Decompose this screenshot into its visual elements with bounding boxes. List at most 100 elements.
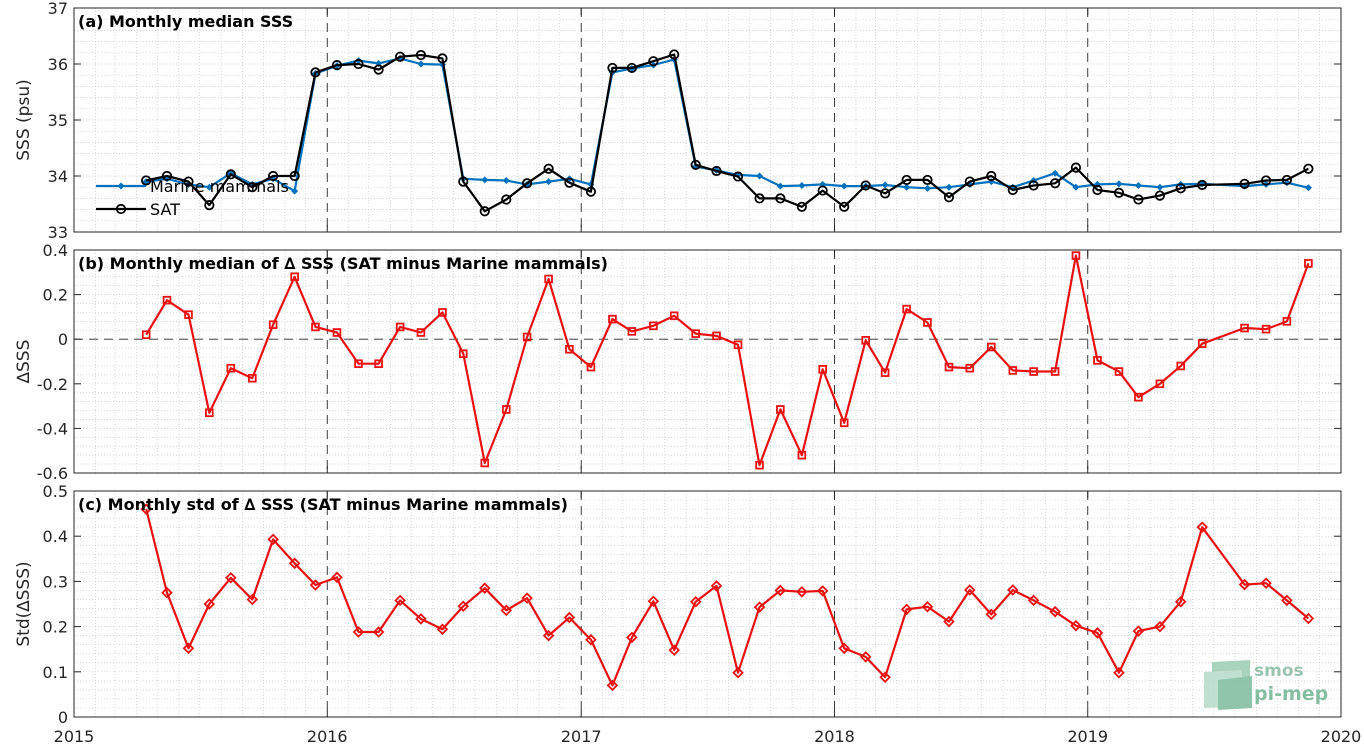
logo-text-pi-mep: pi-mep: [1254, 683, 1328, 705]
data-point: [607, 62, 618, 74]
data-point: [900, 603, 913, 616]
series-line: [145, 53, 1309, 213]
data-point: [436, 623, 449, 636]
data-point: [205, 408, 214, 418]
data-point: [183, 176, 194, 187]
logo-text-smos: smos: [1254, 661, 1304, 681]
data-point: [838, 642, 850, 655]
data-point: [586, 362, 596, 372]
data-point: [502, 176, 510, 184]
data-point: [1134, 392, 1143, 402]
plot-area: [74, 250, 1341, 473]
legend-marker: [115, 203, 127, 215]
data-point: [860, 180, 871, 191]
data-point: [457, 600, 470, 613]
data-point: [458, 176, 469, 187]
data-point: [481, 176, 489, 184]
data-point: [1304, 259, 1313, 268]
data-point: [458, 349, 468, 358]
data-point: [522, 332, 532, 342]
data-point: [226, 363, 236, 373]
data-point: [711, 165, 722, 177]
data-point: [1071, 251, 1081, 260]
data-point: [289, 170, 300, 182]
legend-label: SAT: [150, 200, 180, 219]
data-point: [141, 175, 152, 186]
data-point: [1049, 605, 1061, 618]
x-tick-label: 2016: [307, 727, 348, 745]
data-point: [669, 49, 680, 60]
data-point: [437, 53, 448, 64]
data-point: [880, 188, 891, 199]
data-point: [585, 633, 597, 646]
data-point: [775, 193, 786, 204]
x-tick-label: 2017: [561, 727, 602, 745]
data-point: [478, 582, 491, 594]
y-tick-label: 34: [48, 167, 68, 186]
data-point: [626, 631, 638, 644]
data-point: [668, 644, 680, 656]
y-tick-label: 0.1: [43, 663, 68, 682]
y-tick-label: 36: [48, 55, 68, 74]
data-point: [1238, 578, 1251, 591]
data-point: [225, 169, 236, 180]
data-point: [986, 170, 997, 182]
x-tick-label: 2019: [1067, 727, 1108, 745]
y-tick-label: 0: [58, 330, 68, 349]
data-point: [691, 329, 701, 338]
data-point: [331, 571, 343, 584]
data-point: [564, 177, 575, 188]
data-point: [500, 604, 513, 617]
data-point: [415, 49, 427, 61]
y-tick-label: -0.2: [37, 375, 68, 394]
data-point: [689, 595, 702, 608]
data-point: [291, 187, 299, 195]
data-point: [161, 170, 173, 182]
data-point: [1260, 577, 1272, 589]
data-point: [710, 580, 723, 592]
data-point: [267, 533, 279, 546]
data-point: [268, 320, 278, 330]
data-point: [839, 418, 849, 428]
data-point: [879, 671, 891, 683]
data-point: [1261, 324, 1271, 334]
data-point: [1196, 521, 1209, 533]
data-point: [861, 336, 871, 345]
x-tick-label: 2020: [1321, 727, 1362, 745]
y-tick-label: 37: [48, 0, 68, 18]
series-delta-1: [141, 251, 1313, 470]
data-point: [204, 200, 215, 211]
data-point: [922, 174, 933, 186]
series-line: [145, 508, 1310, 687]
data-point: [203, 598, 216, 610]
data-point: [816, 585, 829, 597]
data-point: [332, 328, 342, 337]
data-point: [1113, 666, 1125, 679]
data-point: [1092, 184, 1103, 196]
data-point: [964, 176, 975, 187]
y-tick-label: 35: [48, 111, 68, 130]
data-point: [1197, 339, 1207, 348]
x-tick-label: 2018: [814, 727, 855, 745]
x-tick-label: 2015: [54, 727, 95, 745]
y-tick-label: 0.5: [43, 482, 68, 501]
y-tick-label: 0.2: [43, 618, 68, 637]
data-point: [1007, 584, 1019, 596]
data-point: [310, 67, 321, 78]
legend-marker: [117, 182, 125, 190]
y-tick-label: -0.4: [37, 419, 68, 438]
data-point: [756, 172, 764, 180]
axes-frame: [73, 490, 1342, 718]
data-point: [755, 460, 764, 470]
data-point: [606, 679, 619, 692]
data-point: [1091, 627, 1104, 639]
data-point: [438, 308, 447, 317]
data-point: [669, 311, 679, 321]
data-point: [352, 626, 365, 638]
y-tick-label: 33: [48, 223, 68, 242]
y-tick-label: 0.4: [43, 241, 68, 260]
data-point: [839, 201, 850, 212]
grid-lines: [74, 491, 1341, 717]
data-point: [521, 592, 533, 604]
